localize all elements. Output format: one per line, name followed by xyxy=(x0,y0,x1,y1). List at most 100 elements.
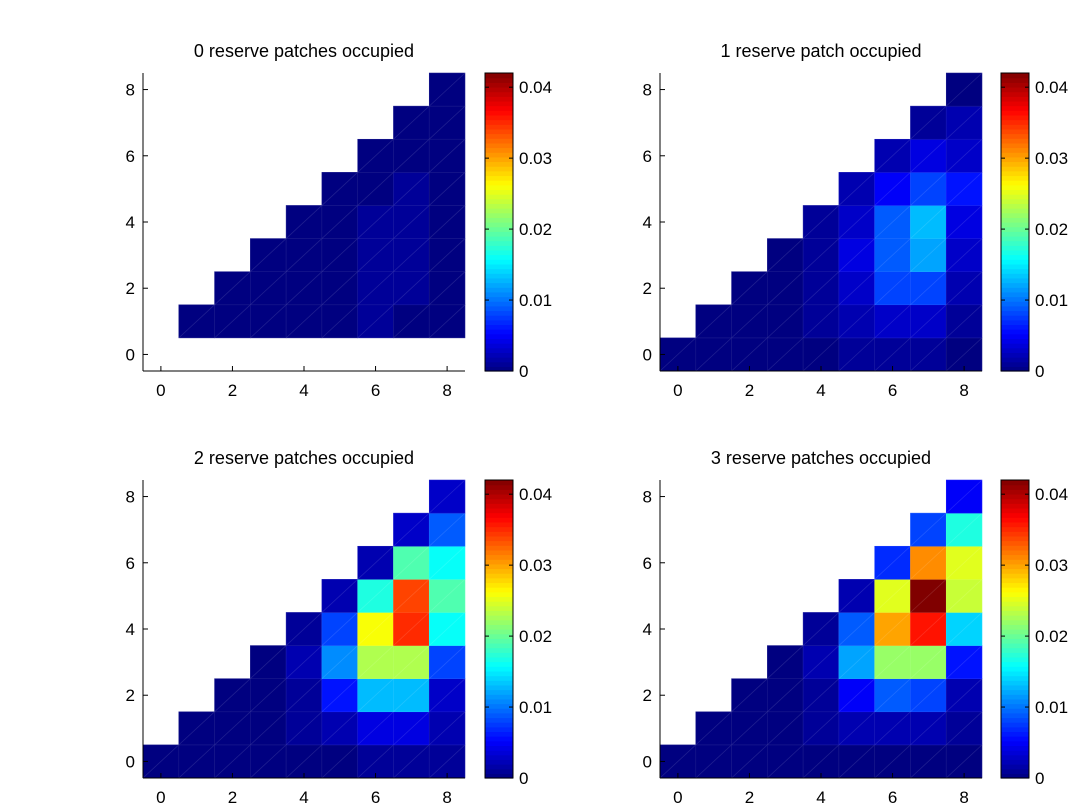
heatmap-cell xyxy=(428,105,466,140)
cell-diagonal xyxy=(250,678,287,713)
heatmap-cell xyxy=(357,172,394,206)
cell-diagonal xyxy=(428,271,466,306)
cell-diagonal xyxy=(428,138,466,173)
colorbar-segment xyxy=(1001,287,1029,293)
cell-diagonal xyxy=(945,479,983,514)
colorbar-segment xyxy=(485,587,513,593)
colorbar-segment xyxy=(485,184,513,191)
colorbar-frame xyxy=(1000,72,1030,372)
cell-diagonal xyxy=(910,172,947,206)
colorbar-segment xyxy=(1001,708,1029,714)
heatmap-cell xyxy=(393,304,430,339)
heatmap-cell xyxy=(393,711,430,746)
cell-diagonal xyxy=(357,138,394,173)
heatmap-cell xyxy=(945,304,983,339)
colorbar-segment xyxy=(485,619,513,625)
colorbar-tick-label: 0.01 xyxy=(519,698,552,717)
colorbar-segment xyxy=(485,198,513,204)
heatmap-cell xyxy=(731,678,768,713)
cell-diagonal xyxy=(910,612,947,646)
cell-diagonal xyxy=(874,304,911,339)
x-tick-label: 0 xyxy=(673,788,682,807)
colorbar-tick-label: 0.04 xyxy=(1035,485,1068,504)
cell-diagonal xyxy=(357,238,394,272)
heatmap-cell xyxy=(945,512,983,547)
colorbar-segment xyxy=(1001,745,1029,751)
cell-diagonal xyxy=(838,579,875,613)
chart-title: 1 reserve patch occupied xyxy=(720,41,921,61)
cell-diagonal xyxy=(285,238,323,272)
cell-diagonal xyxy=(945,337,983,372)
colorbar-frame xyxy=(484,72,514,372)
colorbar-segment xyxy=(1001,138,1029,144)
cell-diagonal xyxy=(945,579,983,613)
heatmap-cell xyxy=(321,172,358,206)
cell-diagonal xyxy=(910,271,947,306)
heatmap-cell xyxy=(802,238,840,272)
colorbar-segment xyxy=(1001,517,1029,523)
colorbar-segment xyxy=(1001,361,1029,367)
colorbar-segment xyxy=(485,764,513,770)
cell-diagonal xyxy=(945,678,983,713)
cell-diagonal xyxy=(285,711,323,746)
cell-diagonal xyxy=(393,744,430,779)
cell-diagonal xyxy=(731,271,768,306)
cell-diagonal xyxy=(910,711,947,746)
colorbar-segment xyxy=(1001,493,1029,500)
heatmap-cell xyxy=(321,238,358,272)
heatmap-cell xyxy=(428,172,466,206)
heatmap-cell xyxy=(874,271,911,306)
cell-diagonal xyxy=(802,271,840,306)
colorbar-segment xyxy=(1001,619,1029,625)
x-tick-label: 2 xyxy=(745,788,754,807)
heatmap-cell xyxy=(910,304,947,339)
colorbar: 0 0.01 0.02 0.03 0.04 xyxy=(484,72,552,381)
heatmap-cell xyxy=(428,579,466,613)
heatmap-cell xyxy=(838,337,875,372)
colorbar-segment xyxy=(1001,540,1029,546)
heatmap-cell xyxy=(945,645,983,679)
heatmap-cell xyxy=(214,271,251,306)
colorbar-segment xyxy=(1001,531,1029,537)
cell-diagonal xyxy=(285,645,323,679)
colorbar-segment xyxy=(485,77,513,83)
x-tick-label: 8 xyxy=(442,788,451,807)
cell-diagonal xyxy=(178,744,215,779)
heatmap-cell xyxy=(874,238,911,272)
colorbar-segment xyxy=(1001,647,1029,653)
cell-diagonal xyxy=(945,545,983,580)
cell-edge xyxy=(945,479,983,514)
heatmap-cell xyxy=(250,678,287,713)
heatmap-cell xyxy=(945,205,983,239)
cell-diagonal xyxy=(393,579,430,613)
colorbar-segment xyxy=(485,647,513,653)
cell-diagonal xyxy=(910,545,947,580)
heatmap-cell xyxy=(285,645,323,679)
y-tick-label: 2 xyxy=(643,279,652,298)
cell-diagonal xyxy=(838,205,875,239)
heatmap-cell xyxy=(357,205,394,239)
colorbar-tick-label: 0 xyxy=(519,769,528,788)
heatmap-cell xyxy=(428,238,466,272)
cell-diagonal xyxy=(874,711,911,746)
colorbar-segment xyxy=(485,745,513,751)
colorbar-segment xyxy=(485,694,513,700)
colorbar-tick-label: 0.02 xyxy=(1035,627,1068,646)
colorbar-segment xyxy=(485,152,513,158)
cell-diagonal xyxy=(285,304,323,339)
cell-diagonal xyxy=(910,105,947,140)
colorbar-segment xyxy=(485,512,513,518)
chart-title: 0 reserve patches occupied xyxy=(194,41,414,61)
heatmap-cell xyxy=(910,579,947,613)
cell-diagonal xyxy=(945,271,983,306)
cell-diagonal xyxy=(910,579,947,613)
colorbar-segment xyxy=(485,675,513,681)
colorbar-segment xyxy=(485,100,513,107)
heatmap-cells xyxy=(659,479,983,779)
colorbar-segment xyxy=(1001,587,1029,593)
heatmap-cell xyxy=(285,238,323,272)
colorbar-segment xyxy=(485,291,513,298)
colorbar-segment xyxy=(1001,642,1029,649)
cell-diagonal xyxy=(731,304,768,339)
heatmap-cell xyxy=(874,678,911,713)
